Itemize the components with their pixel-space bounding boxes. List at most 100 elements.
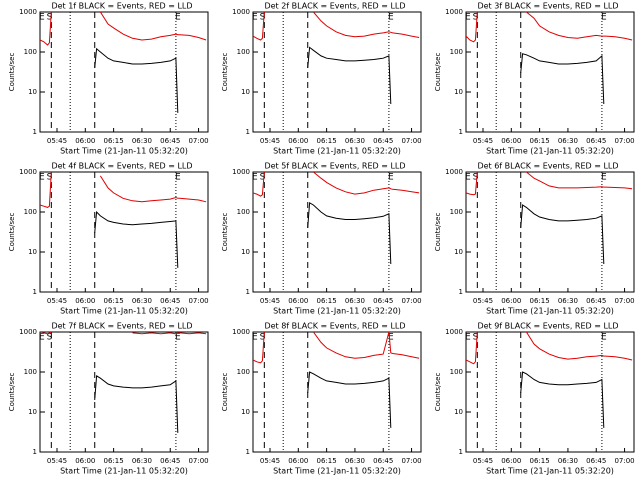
x-tick-label: 06:00 [75, 457, 95, 465]
x-axis-label: Start Time (21-Jan-11 05:32:20) [273, 467, 401, 476]
y-axis-label: Counts/sec [8, 53, 16, 92]
x-tick-label: 06:15 [104, 137, 124, 145]
y-tick-label: 1 [33, 128, 37, 136]
x-tick-label: 06:15 [530, 457, 550, 465]
chart-title: Det 8f BLACK = Events, RED = LLD [264, 322, 405, 331]
plot-frame [252, 171, 422, 293]
panel: Det 4f BLACK = Events, RED = LLD Counts/s… [8, 162, 209, 316]
y-tick-label: 10 [454, 248, 463, 256]
y-axis-label: Counts/sec [434, 213, 442, 252]
annotation: S [47, 333, 53, 343]
panel: Det 8f BLACK = Events, RED = LLD Counts/s… [221, 322, 422, 476]
annotation: S [260, 173, 266, 183]
series-line [520, 53, 605, 105]
y-tick-label: 1 [246, 448, 250, 456]
annotation: E [39, 13, 45, 23]
series-line [307, 371, 392, 428]
chart-title: Det 5f BLACK = Events, RED = LLD [264, 162, 405, 171]
x-tick-label: 06:30 [345, 137, 365, 145]
chart-title: Det 4f BLACK = Events, RED = LLD [51, 162, 192, 171]
x-tick-label: 06:45 [586, 457, 606, 465]
y-tick-label: 1 [459, 128, 463, 136]
y-tick-label: 100 [237, 208, 250, 216]
y-tick-label: 1000 [232, 8, 250, 16]
y-tick-label: 1000 [445, 168, 463, 176]
x-tick-label: 06:15 [104, 457, 124, 465]
x-tick-label: 07:00 [188, 137, 208, 145]
chart-title: Det 1f BLACK = Events, RED = LLD [51, 2, 192, 11]
y-axis-label: Counts/sec [434, 373, 442, 412]
y-tick-label: 10 [454, 88, 463, 96]
x-tick-label: 06:45 [586, 297, 606, 305]
plot-frame [465, 171, 635, 293]
y-axis-label: Counts/sec [221, 53, 229, 92]
y-tick-label: 100 [450, 208, 463, 216]
series-line [466, 332, 633, 365]
x-tick-label: 06:00 [288, 137, 308, 145]
chart-title: Det 6f BLACK = Events, RED = LLD [477, 162, 618, 171]
annotation: E [465, 173, 471, 183]
y-axis-label: Counts/sec [221, 373, 229, 412]
x-tick-label: 06:45 [373, 297, 393, 305]
y-tick-label: 1000 [19, 8, 37, 16]
series-line [253, 332, 420, 364]
annotation: E [388, 13, 394, 23]
y-tick-label: 10 [241, 408, 250, 416]
series-line [94, 47, 179, 113]
x-tick-label: 07:00 [614, 137, 634, 145]
panel: Det 6f BLACK = Events, RED = LLD Counts/s… [434, 162, 635, 316]
x-tick-label: 05:45 [473, 457, 493, 465]
series-line [40, 172, 207, 208]
y-tick-label: 100 [237, 48, 250, 56]
x-tick-label: 05:45 [473, 137, 493, 145]
x-tick-label: 06:15 [104, 297, 124, 305]
chart-title: Det 2f BLACK = Events, RED = LLD [264, 2, 405, 11]
x-tick-label: 06:45 [160, 297, 180, 305]
x-tick-label: 07:00 [614, 297, 634, 305]
x-tick-label: 06:15 [317, 297, 337, 305]
series-line [253, 172, 420, 197]
y-tick-label: 100 [450, 368, 463, 376]
x-axis-label: Start Time (21-Jan-11 05:32:20) [60, 147, 188, 156]
series-line [466, 12, 633, 43]
x-tick-label: 06:00 [288, 297, 308, 305]
series-line [40, 332, 207, 335]
x-tick-label: 06:30 [558, 297, 578, 305]
x-tick-label: 07:00 [614, 457, 634, 465]
annotation: S [47, 173, 53, 183]
y-tick-label: 1000 [232, 168, 250, 176]
y-tick-label: 10 [28, 408, 37, 416]
annotation: S [260, 13, 266, 23]
series-line [520, 371, 605, 428]
panel: Det 3f BLACK = Events, RED = LLD Counts/s… [434, 2, 635, 156]
x-axis-label: Start Time (21-Jan-11 05:32:20) [60, 467, 188, 476]
chart-title: Det 3f BLACK = Events, RED = LLD [477, 2, 618, 11]
annotation: E [465, 333, 471, 343]
x-axis-label: Start Time (21-Jan-11 05:32:20) [273, 147, 401, 156]
x-tick-label: 06:30 [132, 457, 152, 465]
y-tick-label: 1 [246, 128, 250, 136]
y-tick-label: 1000 [445, 328, 463, 336]
chart-title: Det 7f BLACK = Events, RED = LLD [51, 322, 192, 331]
annotation: E [175, 173, 181, 183]
x-tick-label: 05:45 [47, 297, 67, 305]
x-tick-label: 06:30 [558, 137, 578, 145]
annotation: S [260, 333, 266, 343]
y-axis-label: Counts/sec [8, 213, 16, 252]
y-tick-label: 10 [241, 248, 250, 256]
x-tick-label: 06:00 [501, 297, 521, 305]
y-tick-label: 1 [246, 288, 250, 296]
annotation: E [252, 173, 258, 183]
panel: Det 9f BLACK = Events, RED = LLD Counts/s… [434, 322, 635, 476]
series-line [307, 201, 392, 265]
y-axis-label: Counts/sec [8, 373, 16, 412]
x-tick-label: 07:00 [188, 457, 208, 465]
x-tick-label: 06:00 [501, 457, 521, 465]
x-tick-label: 05:45 [473, 297, 493, 305]
y-tick-label: 10 [28, 88, 37, 96]
plot-frame [252, 11, 422, 133]
annotation: E [175, 13, 181, 23]
y-tick-label: 10 [28, 248, 37, 256]
y-tick-label: 10 [241, 88, 250, 96]
